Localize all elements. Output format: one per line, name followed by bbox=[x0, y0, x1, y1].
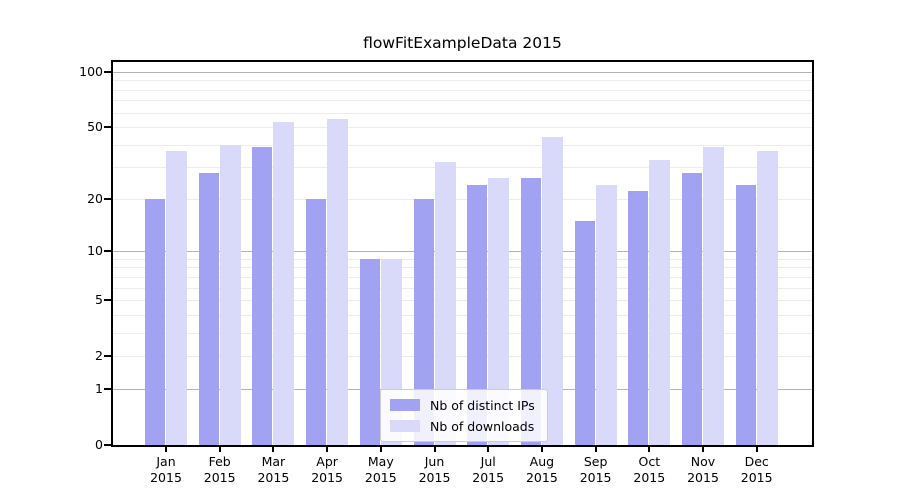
bar-ips-jun bbox=[413, 199, 434, 445]
bar-ips-apr bbox=[306, 199, 327, 445]
x-tick-mark bbox=[165, 447, 167, 452]
legend-item-distinct-ips: Nb of distinct IPs bbox=[390, 397, 537, 413]
x-tick-label-may: May 2015 bbox=[364, 454, 397, 485]
y-tick-mark bbox=[104, 388, 111, 390]
bar-ips-feb bbox=[198, 173, 219, 445]
x-tick-label-feb: Feb 2015 bbox=[203, 454, 236, 485]
y-tick-mark bbox=[104, 71, 111, 73]
major-gridline bbox=[113, 72, 812, 73]
plot-area: Nb of distinct IPs Nb of downloads bbox=[111, 60, 814, 447]
x-tick-mark bbox=[487, 447, 490, 452]
major-gridline bbox=[113, 251, 812, 252]
y-tick-mark bbox=[104, 126, 111, 128]
x-tick-label-aug: Aug 2015 bbox=[525, 454, 558, 485]
bar-ips-mar bbox=[252, 147, 273, 445]
x-tick-label-jun: Jun 2015 bbox=[418, 454, 451, 485]
legend-swatch-ips bbox=[390, 399, 420, 411]
minor-gridline bbox=[113, 267, 812, 268]
bar-ips-may bbox=[359, 259, 380, 445]
minor-gridline bbox=[113, 145, 812, 146]
minor-gridline bbox=[113, 277, 812, 278]
y-tick-mark bbox=[104, 250, 111, 252]
y-tick-mark bbox=[104, 299, 111, 301]
x-tick-mark bbox=[594, 447, 597, 452]
minor-gridline bbox=[113, 100, 812, 101]
minor-gridline bbox=[113, 90, 812, 91]
x-tick-label-dec: Dec 2015 bbox=[740, 454, 773, 485]
minor-gridline bbox=[113, 356, 812, 357]
x-tick-mark bbox=[702, 447, 704, 452]
y-tick-label-100: 100 bbox=[79, 64, 103, 79]
bar-ips-nov bbox=[682, 173, 702, 445]
minor-gridline bbox=[113, 315, 812, 316]
legend-label-ips: Nb of distinct IPs bbox=[430, 397, 535, 413]
bar-downloads-jul bbox=[488, 178, 510, 445]
plot-canvas: Nb of distinct IPs Nb of downloads bbox=[113, 62, 812, 445]
minor-gridline bbox=[113, 300, 812, 301]
minor-gridline bbox=[113, 127, 812, 128]
bar-ips-sep bbox=[574, 221, 595, 445]
x-tick-mark bbox=[433, 447, 436, 452]
y-tick-mark bbox=[104, 444, 111, 446]
bar-downloads-aug bbox=[541, 137, 563, 445]
bar-downloads-jun bbox=[434, 162, 456, 445]
legend-label-downloads: Nb of downloads bbox=[430, 418, 535, 434]
x-tick-label-apr: Apr 2015 bbox=[311, 454, 343, 485]
y-tick-label-1: 1 bbox=[95, 381, 103, 396]
bar-ips-jan bbox=[145, 199, 165, 445]
x-tick-label-sep: Sep 2015 bbox=[579, 454, 612, 485]
bar-downloads-jan bbox=[166, 151, 187, 445]
x-tick-mark bbox=[272, 447, 275, 452]
x-tick-mark bbox=[540, 447, 543, 452]
chart-title: flowFitExampleData 2015 bbox=[363, 34, 562, 52]
x-tick-label-jan: Jan 2015 bbox=[150, 454, 182, 485]
legend: Nb of distinct IPs Nb of downloads bbox=[380, 389, 548, 442]
bar-ips-oct bbox=[628, 191, 649, 445]
bar-ips-jul bbox=[467, 185, 488, 445]
minor-gridline bbox=[113, 167, 812, 168]
y-tick-label-50: 50 bbox=[87, 119, 103, 134]
bar-downloads-oct bbox=[649, 160, 671, 445]
bar-downloads-dec bbox=[756, 151, 778, 445]
minor-gridline bbox=[113, 113, 812, 114]
y-tick-label-5: 5 bbox=[95, 292, 103, 307]
x-tick-label-nov: Nov 2015 bbox=[687, 454, 719, 485]
bar-downloads-mar bbox=[273, 122, 295, 445]
bar-ips-aug bbox=[520, 178, 541, 445]
minor-gridline bbox=[113, 199, 812, 200]
x-tick-mark bbox=[755, 447, 758, 452]
bar-downloads-nov bbox=[703, 147, 724, 445]
bar-downloads-sep bbox=[595, 185, 617, 445]
legend-swatch-downloads bbox=[390, 420, 420, 432]
bar-ips-dec bbox=[735, 185, 756, 445]
bar-downloads-feb bbox=[219, 145, 241, 445]
x-tick-label-oct: Oct 2015 bbox=[633, 454, 666, 485]
x-tick-mark bbox=[379, 447, 382, 452]
x-tick-label-jul: Jul 2015 bbox=[472, 454, 505, 485]
x-tick-label-mar: Mar 2015 bbox=[257, 454, 290, 485]
minor-gridline bbox=[113, 288, 812, 289]
y-tick-label-2: 2 bbox=[95, 348, 103, 363]
x-tick-mark bbox=[326, 447, 329, 452]
y-tick-label-20: 20 bbox=[87, 191, 103, 206]
minor-gridline bbox=[113, 333, 812, 334]
minor-gridline bbox=[113, 80, 812, 81]
y-tick-mark bbox=[104, 198, 111, 200]
legend-item-downloads: Nb of downloads bbox=[390, 418, 537, 434]
x-tick-mark bbox=[648, 447, 651, 452]
y-tick-label-0: 0 bbox=[95, 437, 103, 452]
y-tick-label-10: 10 bbox=[87, 243, 103, 258]
minor-gridline bbox=[113, 259, 812, 260]
bar-downloads-apr bbox=[327, 119, 349, 445]
x-tick-mark bbox=[218, 447, 221, 452]
y-tick-mark bbox=[104, 355, 111, 357]
